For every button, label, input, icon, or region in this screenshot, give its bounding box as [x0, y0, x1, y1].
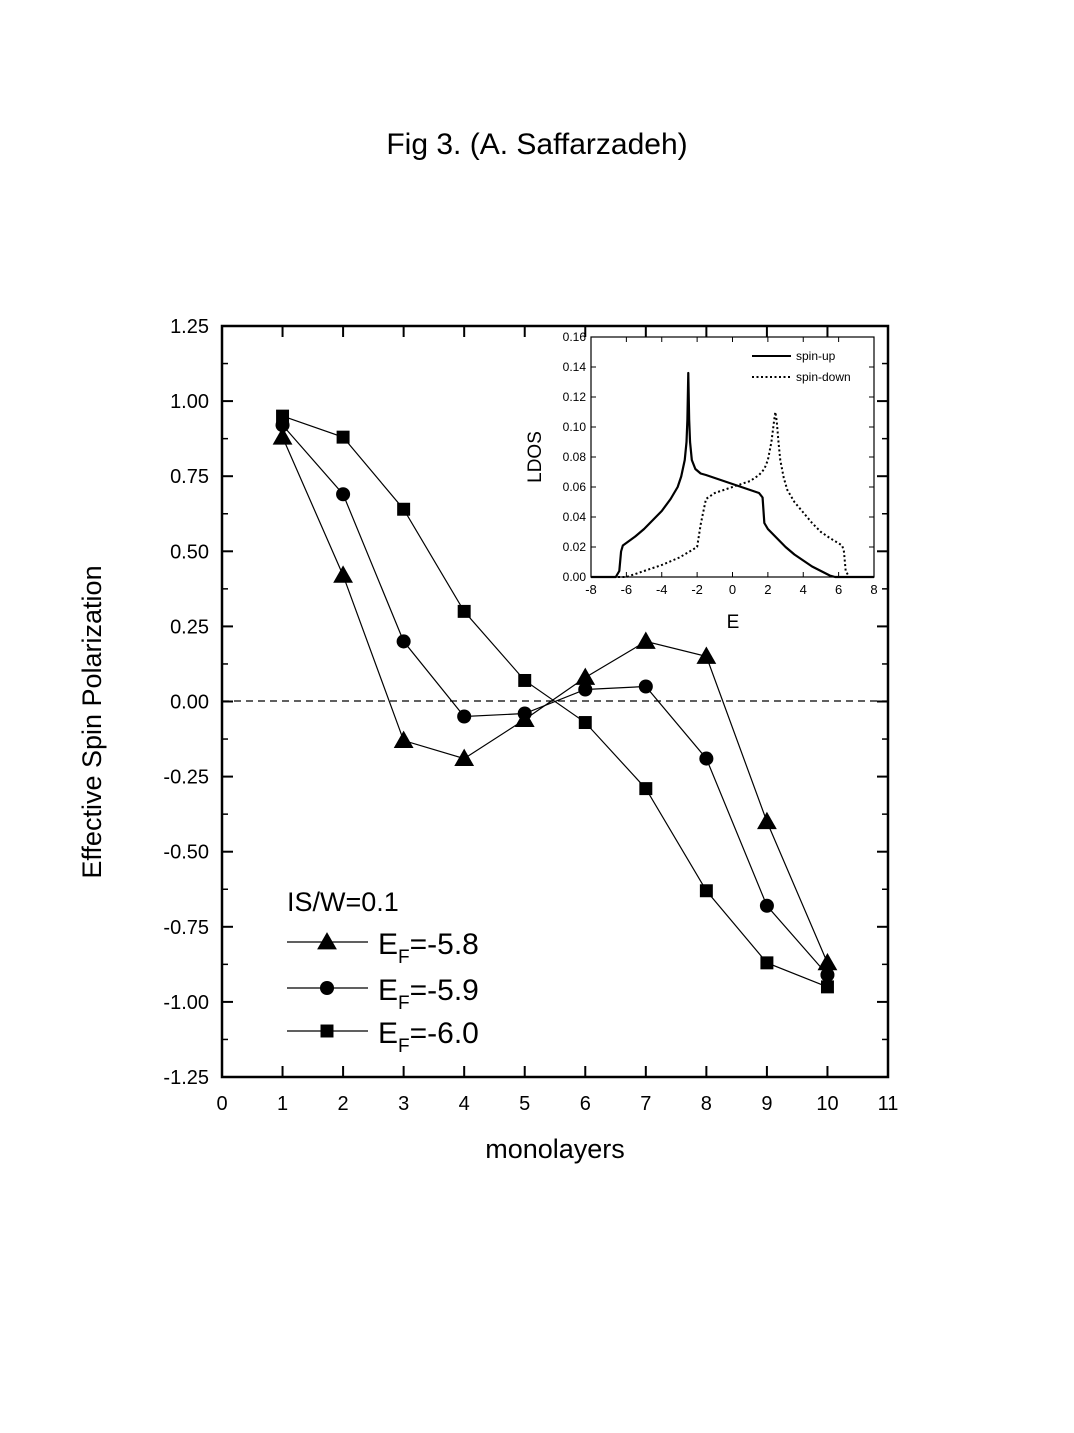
- data-point-circle: [457, 709, 472, 724]
- x-tick-label: 1: [277, 1093, 288, 1115]
- inset-x-tick-label: 6: [835, 582, 842, 597]
- x-tick-label: 9: [761, 1093, 772, 1115]
- data-point-square: [639, 782, 653, 796]
- data-point-square: [820, 980, 834, 994]
- data-point-square: [760, 956, 774, 970]
- data-point-circle: [759, 898, 774, 913]
- data-point-triangle: [393, 730, 414, 748]
- y-tick-label: -0.50: [163, 842, 209, 864]
- data-point-triangle: [817, 952, 838, 971]
- main-x-axis: 0 1 2 3 4 5 6 7 8 9 10 11: [216, 326, 898, 1115]
- legend-marker-square: [320, 1024, 334, 1038]
- main-series-group: [272, 409, 838, 994]
- inset-x-tick-label: -8: [585, 582, 597, 597]
- data-point-circle: [396, 634, 411, 649]
- inset-y-tick-label: 0.02: [563, 540, 587, 554]
- inset-x-tick-label: 0: [729, 582, 736, 597]
- x-axis-title: monolayers: [485, 1134, 625, 1164]
- y-tick-label: 1.00: [170, 391, 209, 413]
- inset-y-tick-label: 0.14: [563, 360, 587, 374]
- data-point-square: [276, 409, 290, 423]
- inset-legend-label-spin-up: spin-up: [796, 349, 836, 363]
- x-tick-label: 7: [640, 1093, 651, 1115]
- x-tick-label: 3: [398, 1093, 409, 1115]
- inset-y-tick-label: 0.00: [563, 570, 587, 584]
- inset-chart: 0.000.020.040.060.080.100.120.140.16 -8-…: [525, 330, 878, 633]
- inset-legend-label-spin-down: spin-down: [796, 370, 851, 384]
- x-tick-label: 11: [878, 1093, 899, 1115]
- y-tick-label: -1.25: [163, 1067, 209, 1089]
- annotation-isw: IS/W=0.1: [287, 887, 399, 917]
- legend-label-triangle: EF=-5.8: [378, 928, 479, 968]
- data-point-square: [518, 673, 532, 687]
- y-tick-label: 0.75: [170, 466, 209, 488]
- y-tick-label: -1.00: [163, 992, 209, 1014]
- data-point-triangle: [272, 427, 293, 445]
- x-tick-label: 6: [580, 1093, 591, 1115]
- y-tick-label: 0.50: [170, 541, 209, 563]
- series-line-square: [282, 415, 828, 988]
- data-point-triangle: [757, 811, 777, 830]
- inset-series-spin-up: [591, 371, 874, 579]
- inset-legend: spin-up spin-down: [752, 349, 851, 384]
- inset-x-tick-label: -2: [691, 582, 703, 597]
- y-tick-label: 1.25: [170, 316, 209, 338]
- data-point-circle: [638, 679, 653, 694]
- inset-x-axis: -8 -6 -4 -2 0 2 4 6 8: [585, 337, 878, 597]
- legend-label-square: EF=-6.0: [378, 1017, 479, 1057]
- page-title: Fig 3. (A. Saffarzadeh): [386, 128, 688, 161]
- inset-series-spin-down: [591, 411, 874, 578]
- inset-y-tick-label: 0.06: [563, 480, 587, 494]
- inset-x-tick-label: 2: [764, 582, 771, 597]
- inset-y-tick-label: 0.12: [563, 390, 587, 404]
- x-tick-label: 0: [216, 1093, 227, 1115]
- data-point-circle: [517, 706, 532, 721]
- data-point-triangle: [696, 646, 717, 664]
- data-point-circle: [578, 682, 593, 697]
- series-line-triangle: [281, 436, 829, 964]
- main-chart: 1.25 1.00 0.75 0.50 0.25 0.00 -0.25 -0.50 -0.75 -…: [77, 316, 898, 1164]
- data-point-triangle: [333, 565, 353, 583]
- data-point-triangle: [635, 631, 656, 649]
- x-tick-label: 4: [459, 1093, 470, 1115]
- inset-x-tick-label: 8: [870, 582, 877, 597]
- legend-marker-triangle: [317, 932, 337, 950]
- inset-x-tick-label: -4: [656, 582, 668, 597]
- y-tick-label: 0.00: [170, 692, 209, 714]
- data-point-triangle: [454, 748, 475, 767]
- inset-x-tick-label: 4: [800, 582, 807, 597]
- data-point-circle: [820, 967, 835, 982]
- legend: EF=-5.8 EF=-5.9EF=-6.0: [287, 928, 479, 1057]
- x-tick-label: 8: [701, 1093, 712, 1115]
- legend-marker-circle: [319, 980, 335, 996]
- legend-label-circle: EF=-5.9: [378, 974, 479, 1014]
- data-point-square: [397, 502, 411, 516]
- inset-y-axis-title: LDOS: [525, 431, 546, 483]
- main-y-axis: 1.25 1.00 0.75 0.50 0.25 0.00 -0.25 -0.50 -0.75 -…: [163, 316, 888, 1089]
- data-point-triangle: [575, 667, 596, 685]
- y-axis-title: Effective Spin Polarization: [77, 565, 107, 878]
- inset-x-axis-title: E: [727, 612, 740, 633]
- inset-y-axis: 0.00 0.02 0.04 0.06 0.08 0.10 0.12 0.14 0.16: [563, 330, 874, 584]
- inset-y-tick-label: 0.10: [563, 420, 587, 434]
- data-point-square: [699, 884, 713, 898]
- inset-y-tick-label: 0.16: [563, 330, 587, 344]
- data-point-circle: [699, 751, 714, 766]
- inset-x-tick-label: -6: [621, 582, 633, 597]
- data-point-circle: [336, 487, 351, 502]
- inset-y-tick-label: 0.08: [563, 450, 587, 464]
- y-tick-label: -0.75: [163, 917, 209, 939]
- data-point-square: [578, 716, 592, 730]
- x-tick-label: 5: [519, 1093, 530, 1115]
- inset-y-tick-label: 0.04: [563, 510, 587, 524]
- data-point-square: [457, 604, 471, 618]
- y-tick-label: 0.25: [170, 616, 209, 638]
- y-tick-label: -0.25: [163, 767, 209, 789]
- x-tick-label: 10: [816, 1093, 838, 1115]
- data-point-square: [336, 430, 350, 444]
- inset-series-group: [591, 371, 874, 579]
- x-tick-label: 2: [338, 1093, 349, 1115]
